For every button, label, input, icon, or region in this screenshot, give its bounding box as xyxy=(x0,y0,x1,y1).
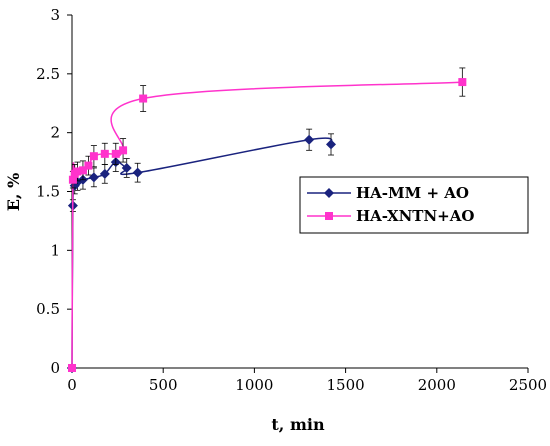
data-point-diamond xyxy=(132,167,143,178)
x-tick-label: 0 xyxy=(67,376,77,394)
data-point-diamond xyxy=(304,134,315,145)
x-tick-label: 2000 xyxy=(418,376,456,394)
y-tick-label: 2.5 xyxy=(36,65,60,83)
data-point-square xyxy=(111,149,120,158)
y-tick-label: 0 xyxy=(50,359,60,377)
x-axis-ticks: 0 500 1000 1500 2000 2500 xyxy=(67,368,547,394)
data-point-square xyxy=(100,149,109,158)
legend-marker-diamond xyxy=(324,188,334,198)
y-tick-label: 0.5 xyxy=(36,300,60,318)
y-axis-ticks: 0 0.5 1 1.5 2 2.5 3 xyxy=(36,6,72,377)
data-point-square xyxy=(139,94,148,103)
data-point-square xyxy=(119,146,128,155)
data-point-diamond xyxy=(88,172,99,183)
series-layer xyxy=(67,67,467,373)
legend-label-ha-mm: HA-MM + AO xyxy=(356,184,469,202)
legend: HA-MM + AO HA-XNTN+AO xyxy=(299,176,529,234)
data-point-square xyxy=(89,152,98,161)
x-tick-label: 1500 xyxy=(327,376,365,394)
x-tick-label: 500 xyxy=(149,376,178,394)
series-ha-xntn xyxy=(68,67,467,372)
data-point-square xyxy=(458,78,467,87)
y-axis-label: E, % xyxy=(4,173,23,212)
data-point-square xyxy=(68,175,77,184)
data-point-diamond xyxy=(99,168,110,179)
data-point-square xyxy=(73,167,82,176)
x-tick-label: 2500 xyxy=(509,376,547,394)
series-ha-mm xyxy=(67,128,337,373)
y-tick-label: 1 xyxy=(50,241,60,259)
data-point-square xyxy=(68,364,76,372)
y-tick-label: 3 xyxy=(50,6,60,24)
data-point-square xyxy=(78,166,87,175)
data-point-diamond xyxy=(121,162,132,173)
data-point-diamond xyxy=(326,139,337,150)
data-point-square xyxy=(84,161,93,170)
y-tick-label: 2 xyxy=(50,124,60,142)
x-tick-label: 1000 xyxy=(235,376,273,394)
series-line xyxy=(71,137,333,369)
y-tick-label: 1.5 xyxy=(36,183,60,201)
legend-label-ha-xntn: HA-XNTN+AO xyxy=(356,207,474,225)
legend-box xyxy=(299,176,529,234)
x-axis-label: t, min xyxy=(271,415,325,434)
legend-marker-square xyxy=(325,212,333,220)
